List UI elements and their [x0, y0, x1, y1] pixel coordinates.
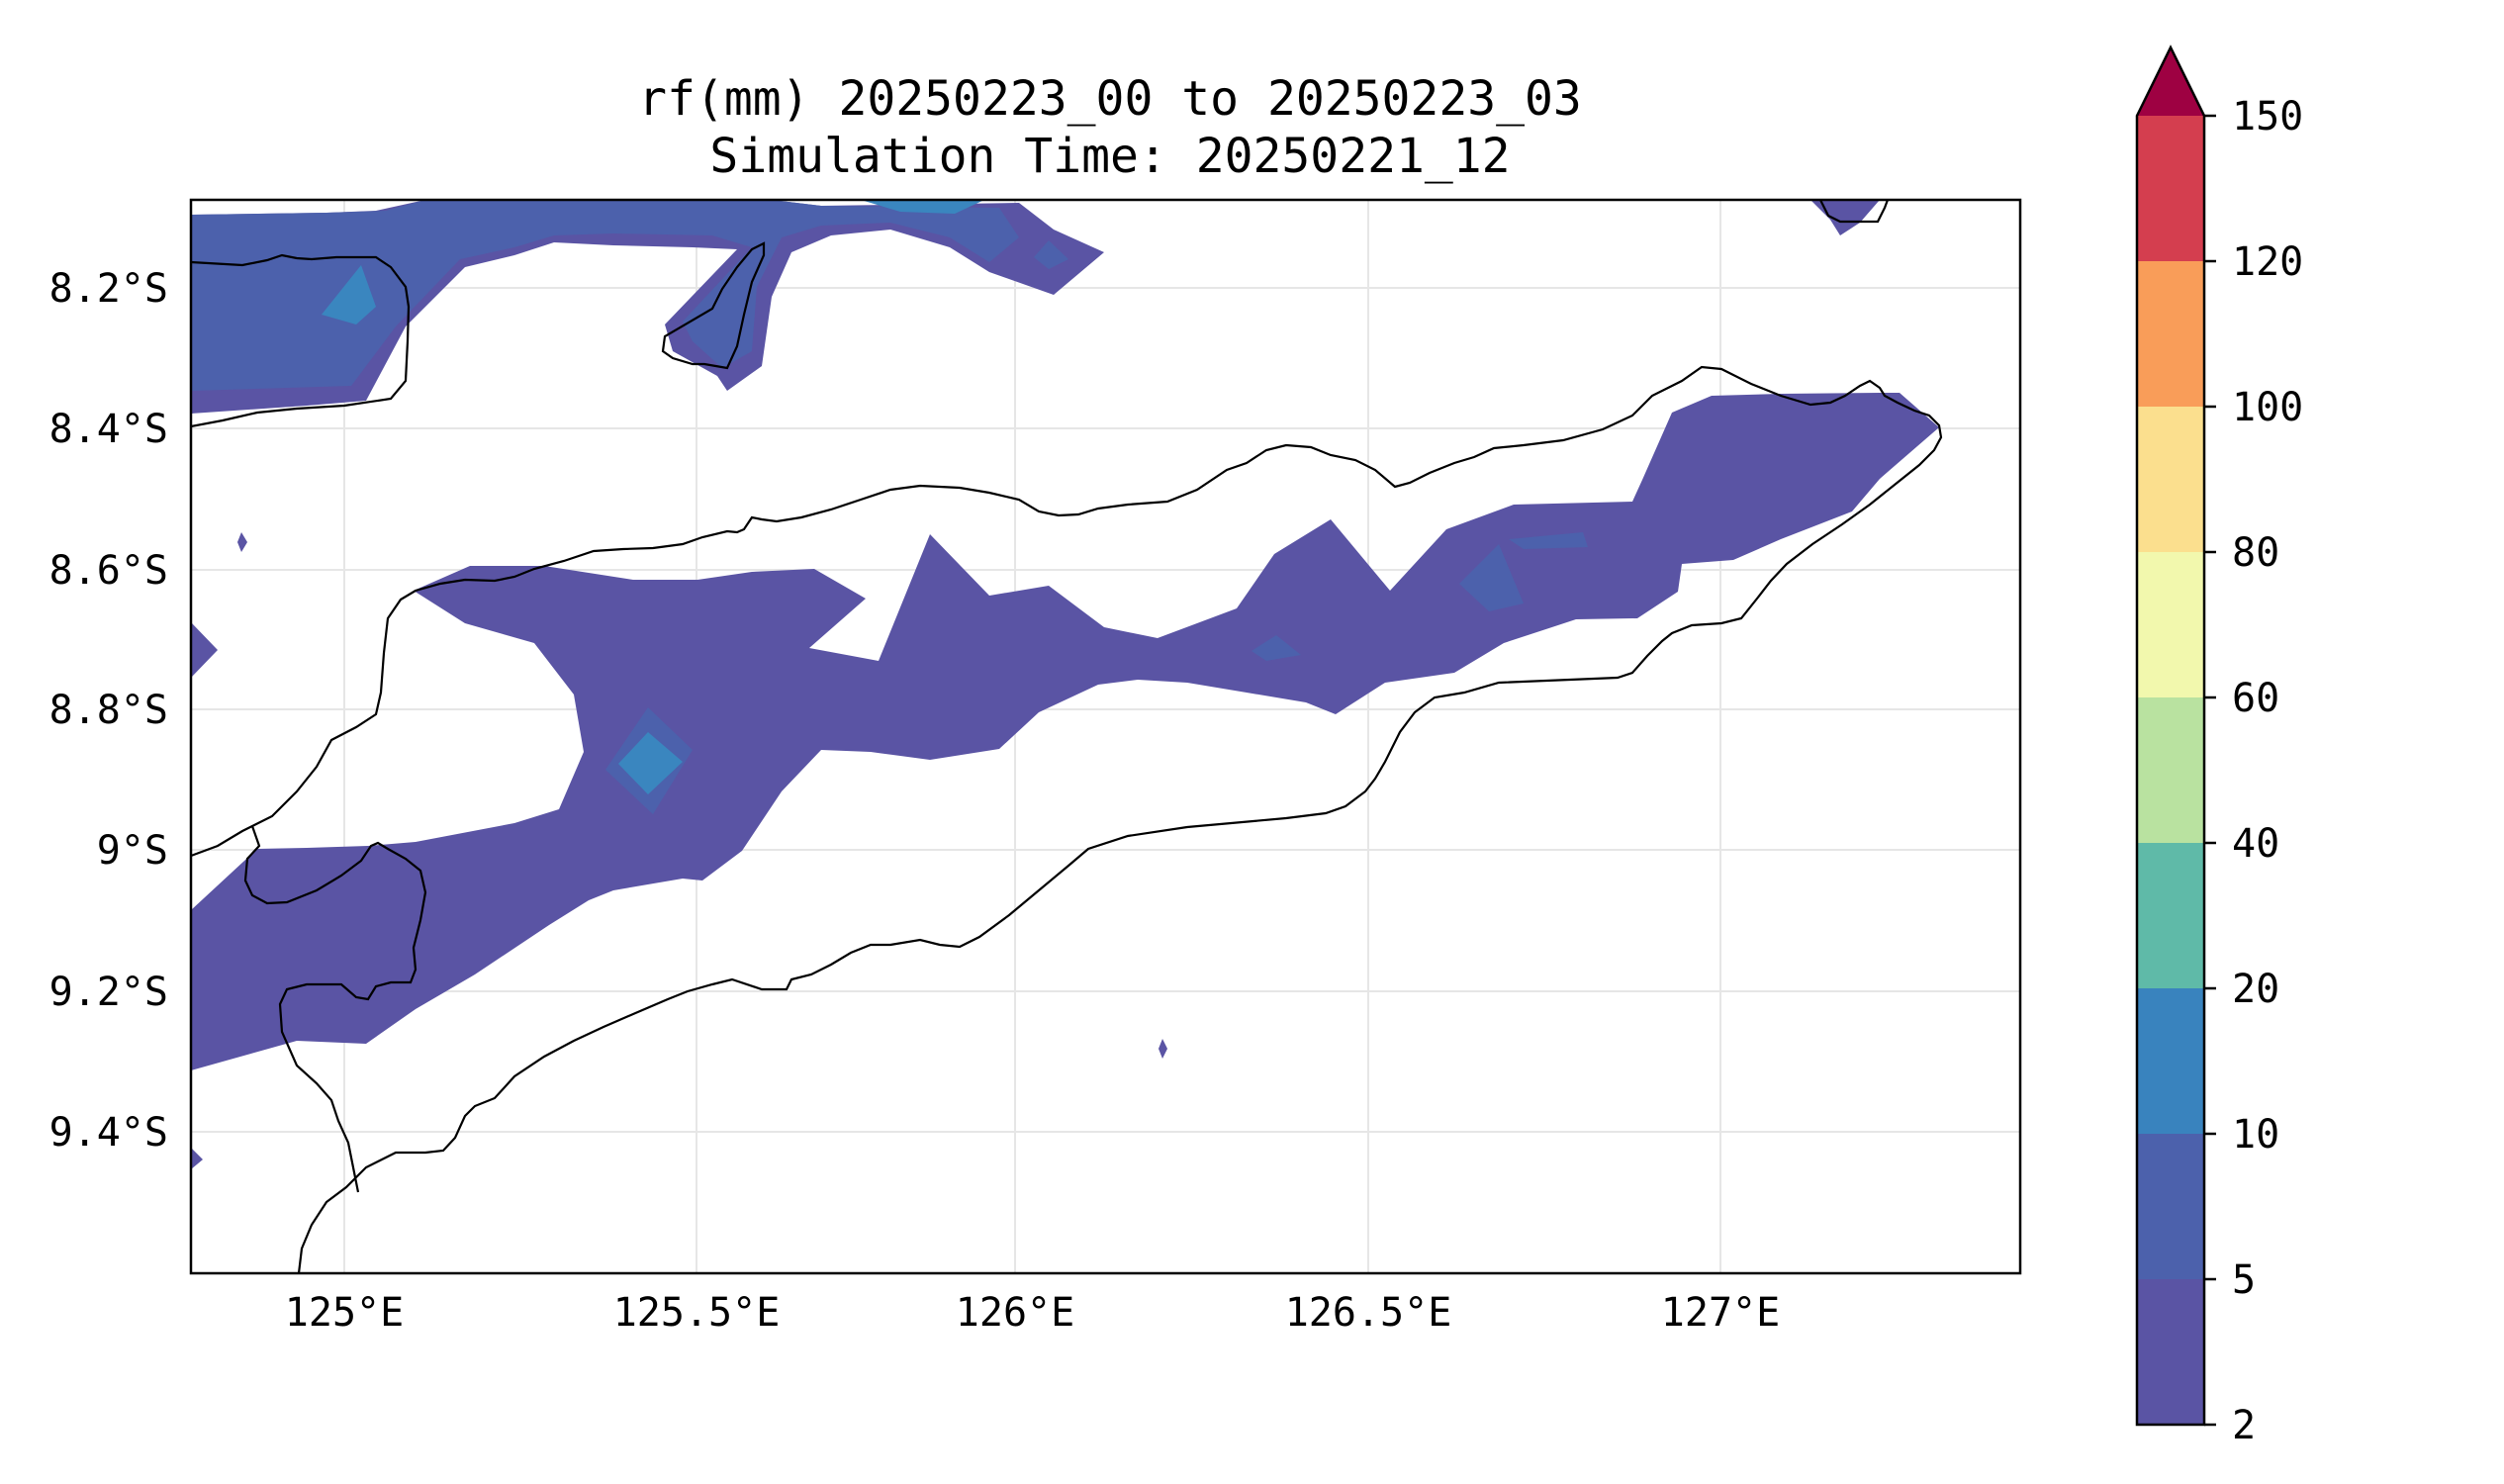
rain-area-dot-b: [1159, 1039, 1167, 1059]
colorbar: 2 5 10 20 40 60 80 100 120 150: [2135, 45, 2303, 1448]
y-tick-label-8-4S: 8.4°S: [49, 407, 168, 452]
colorbar-outline: [2135, 45, 2206, 1427]
colorbar-label-2: 2: [2232, 1403, 2256, 1448]
colorbar-label-10: 10: [2232, 1112, 2279, 1158]
coastline-small-islet-ne: [1819, 200, 1890, 224]
y-axis: 8.2°S 8.4°S 8.6°S 8.8°S 9°S 9.2°S 9.4°S: [49, 266, 168, 1156]
x-axis: 125°E 125.5°E 126°E 126.5°E 127°E: [285, 1290, 1780, 1336]
colorbar-label-60: 60: [2232, 676, 2279, 721]
y-tick-label-9-0S: 9°S: [97, 828, 168, 874]
x-tick-label-125E: 125°E: [285, 1290, 404, 1336]
coastline-east-timor-border: [243, 825, 427, 1193]
x-tick-label-126-5E: 126.5°E: [1285, 1290, 1452, 1336]
x-tick-label-126E: 126°E: [956, 1290, 1074, 1336]
rain-area-top-right-5to10: [1034, 240, 1068, 269]
colorbar-bin-2-5: [2137, 1279, 2204, 1425]
colorbar-label-150: 150: [2232, 94, 2303, 139]
colorbar-bin-40-60: [2137, 697, 2204, 843]
rain-area-main-band: [191, 393, 1939, 1070]
colorbar-label-120: 120: [2232, 239, 2303, 285]
rain-area-top-right-small: [1810, 200, 1880, 235]
coastline-wetar-island: [191, 253, 411, 428]
coastlines: [191, 200, 1943, 1273]
colorbar-label-80: 80: [2232, 530, 2279, 576]
colorbar-label-100: 100: [2232, 385, 2303, 430]
rain-area-top-left-10to20-b: [861, 200, 984, 214]
rain-area-left-stub: [191, 622, 218, 678]
y-tick-label-9-4S: 9.4°S: [49, 1110, 168, 1156]
y-tick-label-8-2S: 8.2°S: [49, 266, 168, 312]
rain-area-top-left-10to20-a: [322, 265, 376, 325]
rainfall-contours: [191, 200, 1939, 1169]
rain-area-main-5to10-c: [1252, 635, 1301, 661]
colorbar-ticks: [2204, 114, 2216, 1427]
y-tick-label-8-6S: 8.6°S: [49, 548, 168, 594]
map-gridlines: [191, 200, 2020, 1273]
map-title-line-1: rf(mm) 20250223_00 to 20250223_03: [638, 71, 1582, 127]
y-tick-label-8-8S: 8.8°S: [49, 688, 168, 733]
y-tick-label-9-2S: 9.2°S: [49, 970, 168, 1015]
coastline-atauro-island: [661, 241, 766, 370]
colorbar-bin-80-100: [2137, 407, 2204, 552]
rain-area-main-10to20-core: [618, 732, 683, 794]
rain-area-main-5to10-d: [1509, 532, 1588, 549]
x-tick-label-127E: 127°E: [1661, 1290, 1780, 1336]
rain-area-top-left-5to10: [191, 200, 1019, 391]
rain-area-dot-a: [237, 532, 247, 552]
colorbar-bin-120-150: [2137, 116, 2204, 261]
colorbar-bin-5-10: [2137, 1134, 2204, 1279]
colorbar-bin-60-80: [2137, 552, 2204, 697]
colorbar-label-20: 20: [2232, 967, 2279, 1012]
map-frame: [189, 198, 2022, 1275]
colorbar-bin-10-20: [2137, 988, 2204, 1134]
colorbar-extend-max-triangle: [2137, 47, 2204, 116]
coastline-timor-north: [191, 365, 1943, 1273]
rain-area-left-bottom-stub: [191, 1148, 203, 1169]
colorbar-bin-100-120: [2137, 261, 2204, 407]
map-panel: 8.2°S 8.4°S 8.6°S 8.8°S 9°S 9.2°S 9.4°S …: [49, 198, 2022, 1336]
colorbar-bin-20-40: [2137, 843, 2204, 988]
x-tick-label-125-5E: 125.5°E: [613, 1290, 781, 1336]
colorbar-label-5: 5: [2232, 1257, 2256, 1303]
map-title-line-2: Simulation Time: 20250221_12: [709, 129, 1510, 184]
rain-area-main-5to10-b: [1459, 544, 1524, 611]
colorbar-label-40: 40: [2232, 821, 2279, 867]
